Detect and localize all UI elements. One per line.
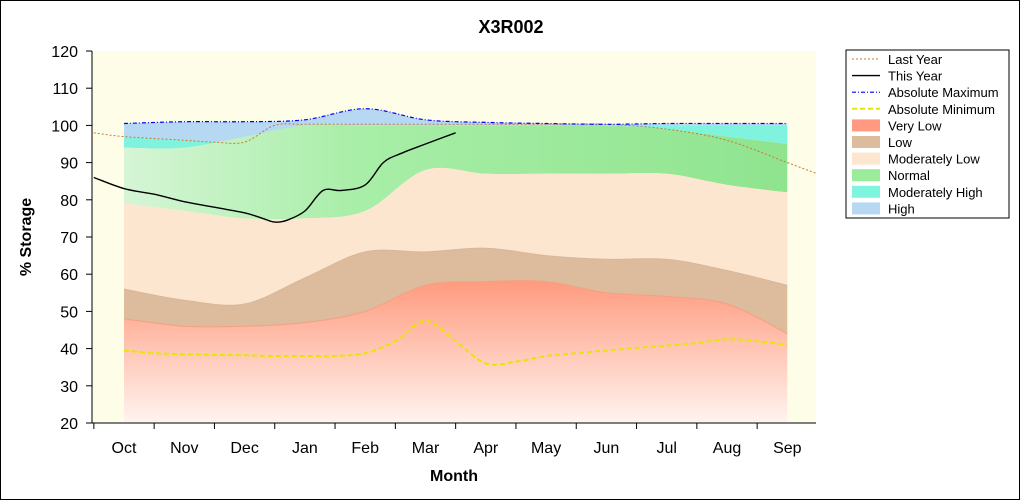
- y-tick-label: 100: [51, 118, 78, 135]
- band-very-low: [124, 280, 788, 423]
- y-tick-label: 90: [60, 156, 78, 173]
- series-last-year: [93, 123, 818, 175]
- band-moderately-low: [124, 167, 788, 306]
- y-tick-label: 60: [60, 267, 78, 284]
- band-normal: [124, 124, 788, 220]
- legend-swatch-area: [852, 152, 880, 165]
- legend-swatch-area: [852, 119, 880, 132]
- y-tick-label: 30: [60, 379, 78, 396]
- legend-label: Moderately High: [888, 185, 983, 200]
- x-tick-label: Jan: [292, 440, 318, 457]
- x-tick-label: May: [531, 440, 561, 457]
- legend-swatch-area: [852, 202, 880, 215]
- x-tick-label: Jun: [594, 440, 620, 457]
- legend-swatch-area: [852, 169, 880, 182]
- y-tick-label: 20: [60, 416, 78, 433]
- x-tick-label: Mar: [412, 440, 440, 457]
- legend-label: Moderately Low: [888, 152, 980, 167]
- y-tick-label: 110: [52, 81, 78, 98]
- legend-swatch-area: [852, 136, 880, 148]
- y-tick-label: 70: [60, 230, 78, 247]
- band-high: [124, 108, 788, 142]
- y-tick-label: 80: [60, 193, 78, 210]
- band-boundary: [123, 280, 788, 335]
- y-tick-label: 50: [60, 304, 78, 321]
- legend-label: Absolute Maximum: [888, 85, 999, 100]
- chart-title: X3R002: [478, 17, 543, 37]
- legend-label: Absolute Minimum: [888, 102, 995, 117]
- legend-label: Normal: [888, 168, 930, 183]
- x-tick-label: Sep: [773, 440, 802, 457]
- series-absolute-maximum: [123, 108, 788, 125]
- legend-label: This Year: [888, 69, 943, 84]
- legend-swatch-area: [852, 185, 880, 198]
- x-tick-label: Oct: [112, 440, 137, 457]
- x-tick-label: Dec: [230, 440, 258, 457]
- x-tick-label: Feb: [351, 440, 379, 457]
- y-axis-label: % Storage: [18, 198, 35, 276]
- legend-label: Very Low: [888, 118, 942, 133]
- x-tick-label: Nov: [170, 440, 198, 457]
- x-tick-label: Apr: [473, 440, 499, 457]
- band-boundary: [123, 247, 788, 306]
- band-low: [124, 248, 788, 334]
- legend-label: Last Year: [888, 52, 943, 67]
- x-tick-label: Jul: [656, 440, 676, 457]
- y-tick-label: 40: [60, 342, 78, 359]
- x-axis-label: Month: [430, 468, 478, 485]
- y-tick-label: 120: [51, 44, 78, 61]
- legend-label: Low: [888, 135, 912, 150]
- legend-label: High: [888, 201, 915, 216]
- x-tick-label: Aug: [713, 440, 741, 457]
- series-this-year: [93, 132, 456, 223]
- series-absolute-minimum: [123, 319, 788, 366]
